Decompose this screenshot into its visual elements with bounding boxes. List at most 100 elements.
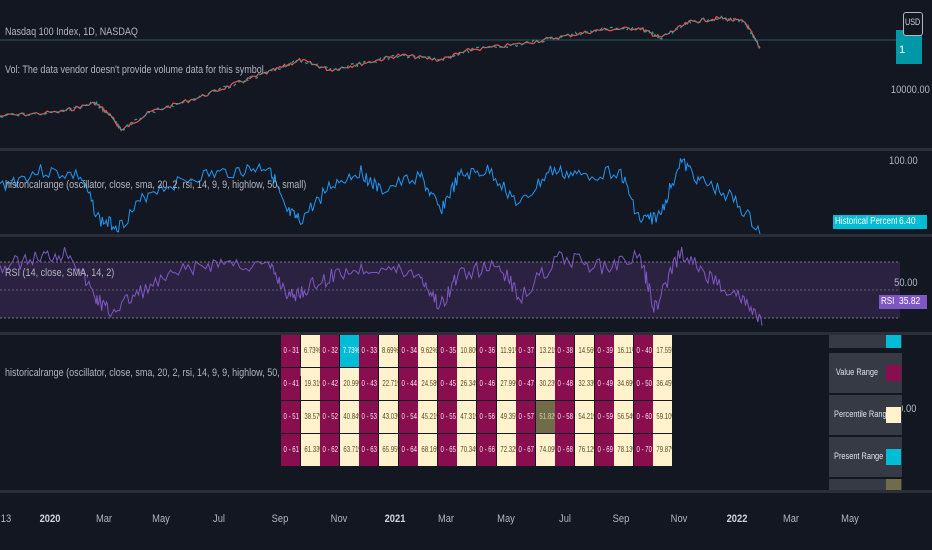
range-label-text: 0 - 52 [322,412,339,421]
range-label-text: 0 - 55 [440,412,456,421]
price-pane[interactable]: Nasdaq 100 Index, 1D, NASDAQ Vol: The da… [0,0,932,148]
range-label-cell: 0 - 66 [477,434,496,466]
time-axis-label: Jul [559,513,571,525]
range-label-cell: 0 - 60 [633,401,653,433]
percentile-value-text: 8.69% [381,346,398,355]
rsi-pane[interactable]: RSI (14, close, SMA, 14, 2) 50.00 RSI 35… [0,237,932,332]
volume-note: Vol: The data vendor doesn't provide vol… [5,64,267,76]
percentile-value-text: 6.73% [303,346,320,355]
historical-range-axis-label: 100.00 [889,155,918,167]
percentile-value-cell: 76.12% [575,434,594,466]
legend-row: Present Range [829,437,902,477]
percentile-value-cell: 13.21% [535,335,555,367]
range-label-text: 0 - 69 [597,445,613,454]
percentile-value-text: 43.03% [382,412,398,421]
percentile-value-cell: 22.71% [379,368,398,400]
percentile-value-text: 40.84% [343,412,359,421]
rsi-study-label: RSI (14, close, SMA, 14, 2) [5,267,115,279]
range-label-text: 0 - 58 [557,412,574,421]
percentile-value-text: 9.62% [421,346,438,355]
range-label-cell: 0 - 67 [516,434,536,466]
percentile-value-cell: 49.35% [496,401,516,433]
range-label-text: 0 - 34 [401,346,417,355]
percentile-value-cell: 38.57% [300,401,320,433]
percentile-value-cell: 40.84% [339,401,359,433]
legend-label: Percentile Range [834,409,891,419]
percentile-value-text: 61.33% [303,445,320,454]
range-label-cell: 0 - 54 [398,401,418,433]
range-label-cell: 0 - 64 [398,434,418,466]
historical-range-chart [0,158,761,234]
legend-label: Present Range [834,451,884,461]
currency-button[interactable]: USD [903,12,923,36]
percentile-value-text: 54.21% [578,412,594,421]
range-label-cell: 0 - 45 [437,368,457,400]
percentile-value-text: 76.12% [578,445,594,454]
range-label-text: 0 - 36 [479,346,495,355]
price-badge-value: 1 [899,44,906,56]
range-label-cell: 0 - 52 [320,401,340,433]
percentile-value-text: 24.58% [421,379,438,388]
time-axis[interactable]: 13 2020 Mar May Jul Sep Nov 2021 Mar May Jul Sep Nov… [0,493,932,550]
range-label-cell: 0 - 61 [281,434,300,466]
legend-row: Value Range [829,353,902,393]
range-label-text: 0 - 56 [479,412,495,421]
pane-separator[interactable] [0,148,932,151]
percentile-value-text: 22.71% [382,379,398,388]
percentile-value-text: 59.10% [656,412,673,421]
range-label-cell: 0 - 56 [477,401,496,433]
percentile-value-text: 13.21% [539,346,555,355]
percentile-value-text: 72.32% [499,445,516,454]
rsi-line [0,246,763,326]
range-label-text: 0 - 38 [557,346,574,355]
range-label-text: 0 - 46 [479,379,495,388]
range-label-cell: 0 - 65 [437,434,457,466]
range-label-cell: 0 - 53 [359,401,379,433]
range-label-text: 0 - 48 [557,379,574,388]
range-label-cell: 0 - 41 [281,368,300,400]
range-label-cell: 0 - 34 [398,335,418,367]
historical-percentile-value-text: 6.40 [899,216,916,227]
legend-swatch [886,407,901,423]
range-label-text: 0 - 66 [479,445,495,454]
range-label-cell: 0 - 51 [281,401,300,433]
percentile-value-text: 36.45% [656,379,673,388]
time-axis-label: Mar [437,513,455,525]
percentile-value-cell: 34.69% [614,368,634,400]
time-axis-label: Mar [782,513,800,525]
range-label-cell: 0 - 47 [516,368,536,400]
historical-range-pane[interactable]: historicalrange (oscillator, close, sma,… [0,151,932,234]
range-label-text: 0 - 68 [557,445,574,454]
percentile-value-text: 51.82% [539,412,555,421]
historical-range-table-pane[interactable]: historicalrange (oscillator, close, sma,… [0,335,932,490]
range-label-cell: 0 - 46 [477,368,496,400]
range-label-text: 0 - 45 [440,379,456,388]
range-label-text: 0 - 62 [322,445,339,454]
range-label-text: 0 - 57 [518,412,535,421]
percentile-value-cell: 51.82% [535,401,555,433]
range-label-text: 0 - 61 [283,445,299,454]
percentile-value-cell: 26.34% [457,368,477,400]
historical-range-line [0,158,761,234]
percentile-value-text: 16.11% [617,346,634,355]
legend-swatch [886,335,901,348]
percentile-value-cell: 17.55% [653,335,673,367]
pane-separator[interactable] [0,332,932,335]
pane-separator[interactable] [0,490,932,493]
range-label-cell: 0 - 70 [633,434,653,466]
percentile-value-text: 63.71% [343,445,359,454]
percentile-value-text: 10.80% [460,346,477,355]
percentile-value-cell: 16.11% [614,335,634,367]
range-label-text: 0 - 43 [361,379,378,388]
percentile-value-text: 78.13% [617,445,634,454]
range-label-cell: 0 - 38 [555,335,575,367]
percentile-value-cell: 65.95% [379,434,398,466]
range-label-cell: 0 - 58 [555,401,575,433]
range-label-cell: 0 - 31 [281,335,300,367]
pane-separator[interactable] [0,234,932,237]
range-label-text: 0 - 40 [636,346,652,355]
percentile-value-text: 19.31% [303,379,320,388]
percentile-value-cell: 59.10% [653,401,673,433]
percentile-value-cell: 10.80% [457,335,477,367]
range-label-text: 0 - 70 [636,445,652,454]
